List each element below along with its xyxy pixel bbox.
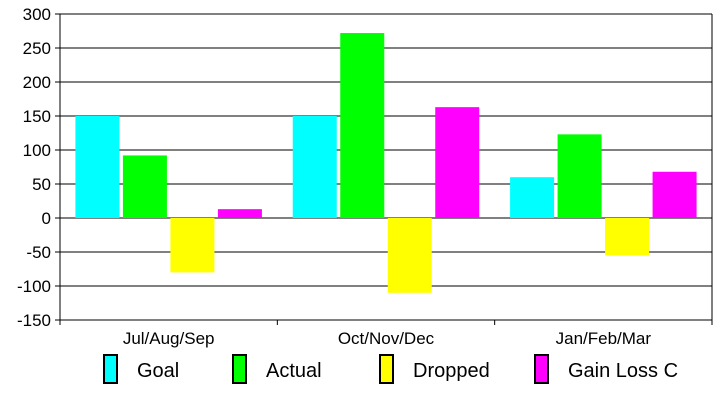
y-tick-label: 300: [23, 5, 51, 24]
y-tick-label: 0: [42, 209, 51, 228]
y-tick-label: 50: [32, 175, 51, 194]
gridlines: [60, 13, 712, 321]
bar: [170, 218, 215, 273]
bar: [652, 171, 697, 218]
legend-swatch: [534, 354, 549, 384]
y-tick-label: 150: [23, 107, 51, 126]
bar: [217, 209, 262, 218]
y-tick-label: -150: [17, 311, 51, 330]
y-tick-label: -50: [26, 243, 51, 262]
bar: [435, 107, 480, 218]
y-tick-label: -100: [17, 277, 51, 296]
bar: [75, 116, 120, 218]
legend-label: Goal: [137, 360, 179, 382]
y-tick-label: 100: [23, 141, 51, 160]
legend: Goal Actual Dropped Gain Loss C: [103, 354, 678, 384]
bar: [605, 218, 650, 256]
bars: [75, 33, 697, 293]
bar: [557, 134, 602, 218]
axes: [55, 13, 713, 325]
legend-swatch: [103, 354, 118, 384]
legend-label: Dropped: [413, 360, 490, 382]
y-tick-label: 200: [23, 73, 51, 92]
x-tick-label: Jan/Feb/Mar: [556, 329, 652, 348]
legend-label: Actual: [266, 360, 322, 382]
legend-label: Gain Loss C: [568, 360, 678, 382]
bar: [292, 116, 337, 218]
bar: [510, 177, 555, 218]
legend-swatch: [232, 354, 247, 384]
x-tick-labels: Jul/Aug/Sep Oct/Nov/Dec Jan/Feb/Mar: [123, 329, 652, 348]
y-tick-label: 250: [23, 39, 51, 58]
bar: [387, 218, 432, 293]
x-tick-label: Jul/Aug/Sep: [123, 329, 215, 348]
bar: [122, 155, 167, 218]
y-tick-labels: -150 -100 -50 0 50 100 150 200 250 300: [17, 5, 51, 330]
bar: [340, 33, 385, 218]
x-tick-label: Oct/Nov/Dec: [338, 329, 435, 348]
legend-swatch: [379, 354, 394, 384]
